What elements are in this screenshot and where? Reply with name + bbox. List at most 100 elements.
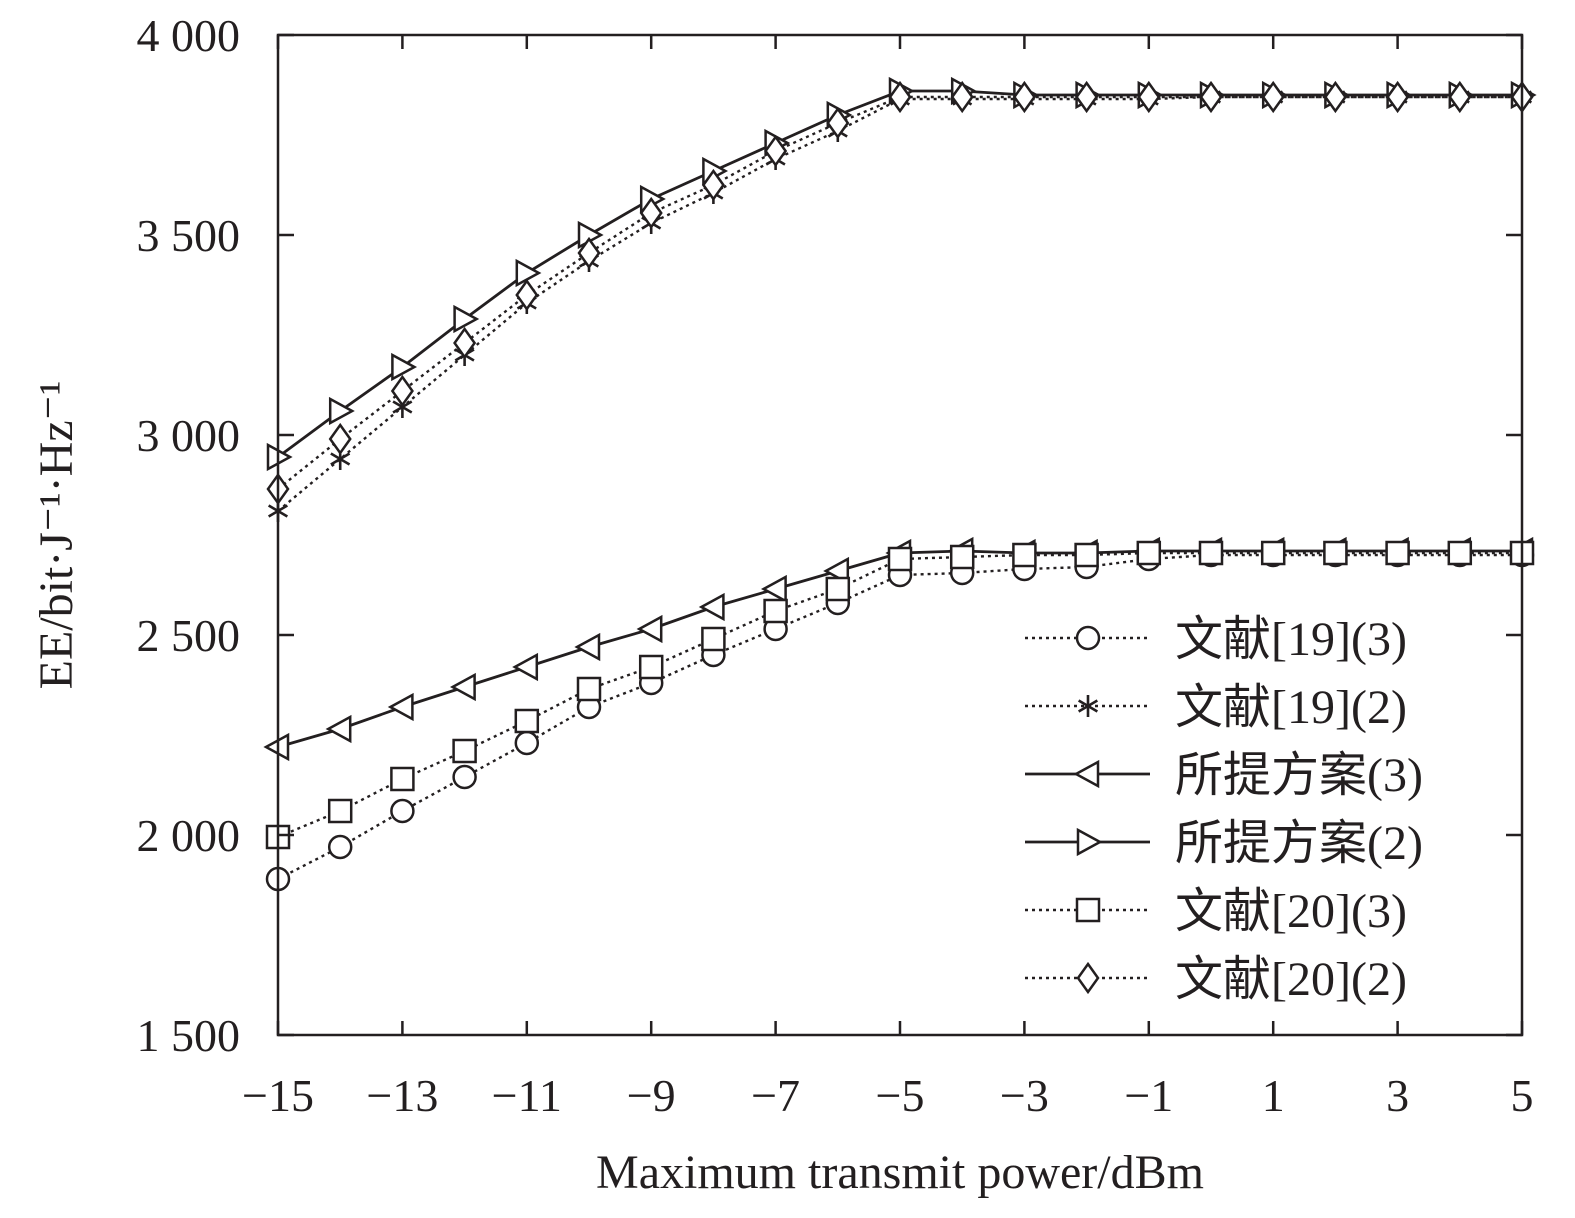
data-point xyxy=(512,652,539,682)
y-tick-label: 1 500 xyxy=(137,1010,241,1061)
series-4 xyxy=(266,76,1537,472)
series-layer xyxy=(263,76,1537,892)
data-point xyxy=(1012,80,1036,114)
y-tick-label: 4 000 xyxy=(137,10,241,61)
legend-entry: 所提方案(3) xyxy=(1025,749,1423,802)
legend-label: 文献[20](3) xyxy=(1175,885,1407,938)
data-point xyxy=(825,576,851,602)
data-point xyxy=(452,764,477,790)
x-axis-title: Maximum transmit power/dBm xyxy=(596,1146,1204,1199)
data-point xyxy=(1386,80,1410,114)
data-point xyxy=(639,196,663,230)
series-line xyxy=(277,95,1522,490)
data-point xyxy=(515,278,539,312)
legend-label: 所提方案(3) xyxy=(1175,749,1423,802)
x-tick-label: −7 xyxy=(751,1070,800,1121)
data-point xyxy=(698,592,725,622)
data-point xyxy=(1199,80,1223,114)
data-point xyxy=(390,374,414,408)
data-point xyxy=(1260,540,1286,566)
legend-marker xyxy=(1076,961,1100,995)
data-point xyxy=(701,168,725,202)
series-6 xyxy=(266,80,1534,506)
data-point xyxy=(328,422,352,456)
x-tick-label: 3 xyxy=(1386,1070,1409,1121)
legend-entry: 文献[20](2) xyxy=(1025,953,1407,1006)
legend: 文献[19](3) 文献[19](2) 所提方案(3) 所提方案(2) 文献[20](3… xyxy=(1025,613,1423,1006)
data-point xyxy=(764,134,788,168)
data-point xyxy=(453,326,477,360)
x-tick-label: −3 xyxy=(1000,1070,1049,1121)
data-point xyxy=(1448,80,1472,114)
data-point xyxy=(515,258,542,288)
data-point xyxy=(760,574,787,604)
series-line xyxy=(277,89,1522,459)
x-tick-label: −1 xyxy=(1124,1070,1173,1121)
data-point xyxy=(327,798,353,824)
x-tick-label: −15 xyxy=(242,1070,314,1121)
data-point xyxy=(328,396,355,426)
data-point xyxy=(1385,540,1410,566)
y-tick-label: 3 000 xyxy=(137,410,241,461)
data-point xyxy=(950,80,974,114)
legend-label: 文献[19](2) xyxy=(1175,681,1407,734)
legend-marker xyxy=(1073,759,1100,789)
data-point xyxy=(1136,540,1162,566)
legend-entry: 文献[19](3) xyxy=(1025,613,1407,666)
data-point xyxy=(574,632,601,662)
y-axis-title: EE/bit·J⁻¹·Hz⁻¹ xyxy=(30,381,83,690)
data-point xyxy=(452,738,477,764)
legend-label: 文献[20](2) xyxy=(1175,953,1407,1006)
data-point xyxy=(1012,542,1037,568)
x-tick-label: 5 xyxy=(1511,1070,1534,1121)
y-tick-label: 2 500 xyxy=(137,610,241,661)
legend-marker xyxy=(1076,827,1103,857)
legend-entry: 所提方案(2) xyxy=(1025,817,1423,870)
data-point xyxy=(888,80,912,114)
data-point xyxy=(1447,540,1473,566)
x-tick-label: −11 xyxy=(492,1070,562,1121)
data-point xyxy=(949,544,975,570)
data-point xyxy=(1075,80,1099,114)
legend-marker xyxy=(1075,625,1101,651)
data-point xyxy=(887,546,913,572)
data-point xyxy=(449,672,476,702)
data-point xyxy=(390,766,415,792)
data-point xyxy=(1137,80,1161,114)
data-point xyxy=(826,106,850,140)
data-point xyxy=(387,692,414,722)
data-point xyxy=(763,598,788,624)
legend-entry: 文献[20](3) xyxy=(1025,885,1407,938)
x-tick-label: 1 xyxy=(1262,1070,1285,1121)
data-point xyxy=(391,352,418,382)
y-tick-label: 3 500 xyxy=(137,210,241,261)
data-point xyxy=(1261,80,1285,114)
y-tick-label: 2 000 xyxy=(137,810,241,861)
data-point xyxy=(1323,540,1348,566)
data-point xyxy=(577,236,601,270)
data-point xyxy=(1323,80,1347,114)
x-tick-label: −9 xyxy=(627,1070,676,1121)
data-point xyxy=(514,730,540,756)
legend-marker xyxy=(1075,897,1101,923)
data-point xyxy=(325,714,352,744)
legend-label: 所提方案(2) xyxy=(1175,817,1423,870)
series-2 xyxy=(267,86,1533,522)
legend-label: 文献[19](3) xyxy=(1175,613,1407,666)
data-point xyxy=(390,798,415,824)
data-point xyxy=(514,708,540,734)
data-point xyxy=(638,654,664,680)
data-point xyxy=(1074,542,1099,568)
legend-marker xyxy=(1077,695,1099,717)
series-line xyxy=(277,95,1522,512)
data-point xyxy=(636,614,663,644)
data-point xyxy=(1198,540,1224,566)
data-point xyxy=(327,834,353,860)
data-point xyxy=(701,626,726,652)
data-point xyxy=(453,304,480,334)
x-tick-label: −5 xyxy=(876,1070,925,1121)
legend-entry: 文献[19](2) xyxy=(1025,681,1407,734)
